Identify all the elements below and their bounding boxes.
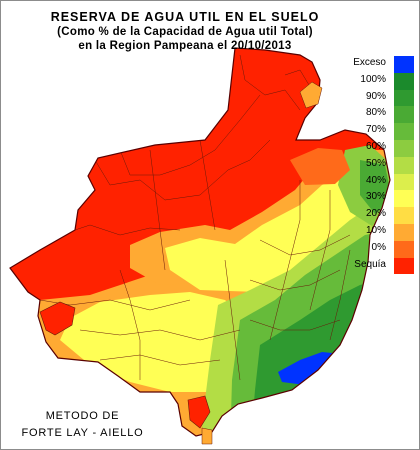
- legend-row: 0%: [360, 240, 418, 258]
- legend-row: Exceso: [353, 56, 418, 73]
- drought-patch-west: [39, 301, 76, 336]
- legend-label: 20%: [365, 208, 386, 220]
- legend-label: 30%: [365, 191, 386, 203]
- legend-label: 10%: [365, 224, 386, 236]
- legend-swatch: [394, 190, 414, 208]
- legend-row: 60%: [360, 139, 418, 157]
- legend-row: 10%: [360, 223, 418, 241]
- legend-swatch: [394, 257, 414, 275]
- map-title: RESERVA DE AGUA UTIL EN EL SUELO (Como %…: [20, 10, 350, 53]
- legend-swatch: [394, 156, 414, 174]
- method-line-2: FORTE LAY - AIELLO: [21, 427, 144, 439]
- legend-swatch: [394, 106, 414, 124]
- color-legend: Exceso 100% 90% 80% 70% 60% 50% 40% 30% 20% 10% 0% S…: [353, 56, 418, 275]
- legend-label: Sequía: [354, 258, 386, 270]
- legend-swatch: [394, 56, 414, 73]
- legend-row: 20%: [360, 207, 418, 224]
- south-tip: [201, 427, 213, 445]
- legend-swatch: [394, 123, 414, 140]
- method-line-1: METODO DE: [45, 410, 120, 422]
- legend-row: Sequía: [354, 257, 418, 275]
- legend-swatch: [394, 139, 414, 157]
- legend-row: 100%: [360, 72, 418, 90]
- legend-label: 60%: [365, 140, 386, 152]
- legend-row: 40%: [360, 173, 418, 191]
- legend-label: 100%: [360, 73, 386, 85]
- legend-swatch: [394, 240, 414, 258]
- department-boundaries: [39, 54, 351, 381]
- title-line-2: (Como % de la Capacidad de Agua util Tot…: [57, 26, 313, 38]
- legend-swatch: [394, 173, 414, 191]
- legend-label: Exceso: [353, 57, 386, 68]
- legend-row: 30%: [360, 190, 418, 208]
- legend-swatch: [394, 89, 414, 107]
- title-line-1: RESERVA DE AGUA UTIL EN EL SUELO: [50, 10, 320, 24]
- legend-swatch: [394, 207, 414, 224]
- legend-label: 80%: [365, 107, 386, 119]
- drought-patch-south: [187, 395, 211, 429]
- method-note: METODO DE FORTE LAY - AIELLO: [10, 408, 155, 442]
- legend-row: 80%: [360, 106, 418, 124]
- legend-row: 90%: [360, 89, 418, 107]
- orange-patch-north: [299, 81, 323, 109]
- legend-label: 40%: [365, 174, 386, 186]
- moisture-zones: [10, 48, 390, 436]
- legend-swatch: [394, 72, 414, 90]
- legend-swatch: [394, 223, 414, 241]
- legend-label: 50%: [365, 157, 386, 169]
- region-outline: [9, 47, 391, 437]
- legend-row: 50%: [360, 156, 418, 174]
- legend-label: 0%: [371, 241, 386, 253]
- title-line-3: en la Region Pampeana el 20/10/2013: [78, 40, 292, 52]
- legend-label: 90%: [365, 90, 386, 102]
- legend-label: 70%: [365, 124, 386, 136]
- legend-row: 70%: [360, 123, 418, 140]
